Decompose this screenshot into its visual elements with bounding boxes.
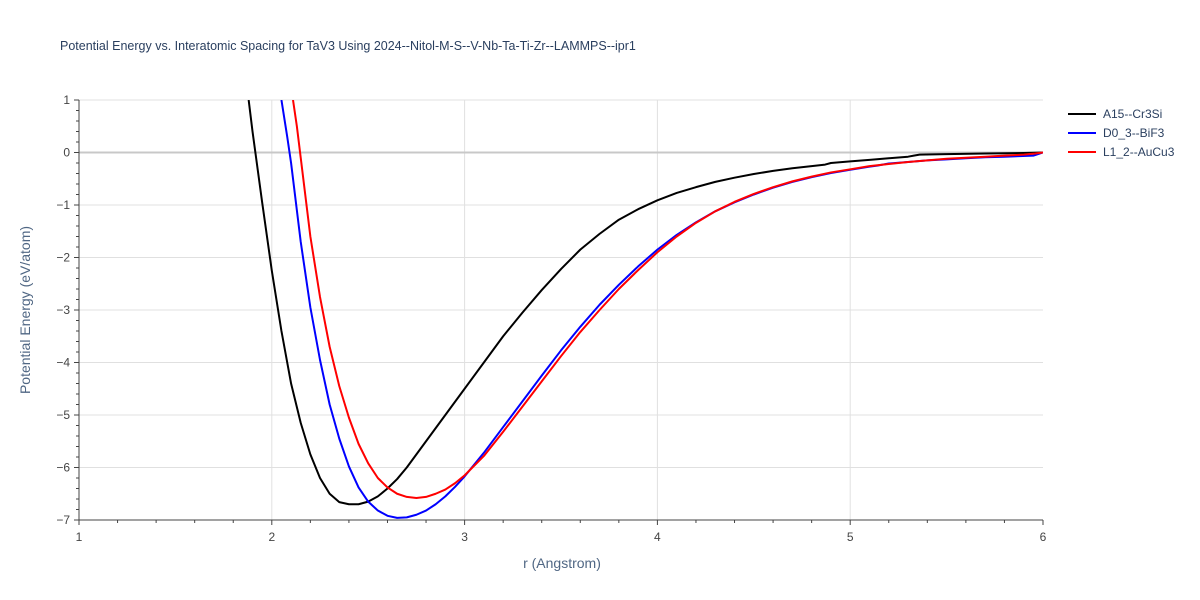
- y-tick-label: −2: [56, 251, 70, 265]
- y-axis-title: Potential Energy (eV/atom): [17, 226, 33, 394]
- y-tick-label: −4: [56, 356, 70, 370]
- axis-layer: 1 2 3 4 5 6 1 0 −1 −2 −3 −4 −5 −6 −7: [56, 93, 1046, 544]
- series-layer: [247, 100, 1043, 519]
- series-line-a15-cr3si[interactable]: [247, 100, 1043, 506]
- y-tick-label: 1: [63, 93, 70, 107]
- series-line-l1-2-aucu3[interactable]: [292, 100, 1043, 499]
- legend-label: A15--Cr3Si: [1103, 107, 1162, 121]
- legend[interactable]: A15--Cr3Si D0_3--BiF3 L1_2--AuCu3: [1068, 107, 1175, 159]
- y-tick-label: −7: [56, 513, 70, 527]
- x-axis-title: r (Angstrom): [523, 555, 601, 571]
- y-tick-label: −6: [56, 461, 70, 475]
- x-tick-label: 6: [1040, 530, 1047, 544]
- x-tick-label: 1: [76, 530, 83, 544]
- x-tick-label: 4: [654, 530, 661, 544]
- legend-label: L1_2--AuCu3: [1103, 145, 1175, 159]
- legend-label: D0_3--BiF3: [1103, 126, 1165, 140]
- legend-item-d0-3-bif3[interactable]: D0_3--BiF3: [1068, 126, 1165, 140]
- legend-item-l1-2-aucu3[interactable]: L1_2--AuCu3: [1068, 145, 1175, 159]
- y-tick-label: −3: [56, 303, 70, 317]
- x-tick-label: 2: [268, 530, 275, 544]
- legend-item-a15-cr3si[interactable]: A15--Cr3Si: [1068, 107, 1162, 121]
- chart-title: Potential Energy vs. Interatomic Spacing…: [60, 39, 636, 53]
- y-tick-label: −5: [56, 408, 70, 422]
- y-tick-label: 0: [63, 146, 70, 160]
- x-tick-label: 3: [461, 530, 468, 544]
- y-tick-label: −1: [56, 198, 70, 212]
- x-tick-label: 5: [847, 530, 854, 544]
